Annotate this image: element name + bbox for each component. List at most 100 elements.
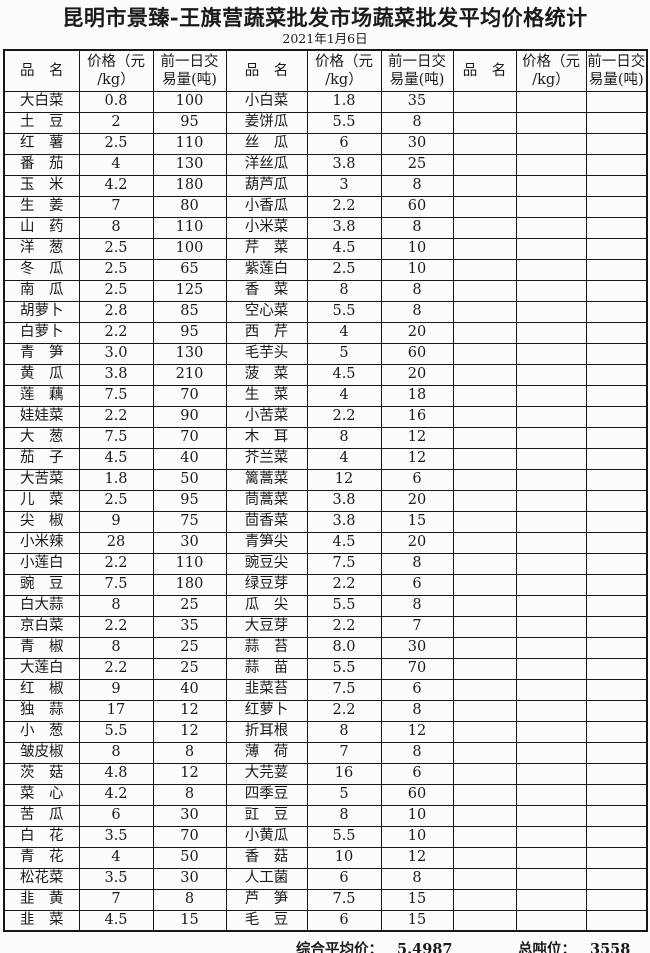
price-cell: 6 [306,867,382,890]
item-name-cell: 白大蒜 [3,594,80,617]
volume-cell: 70 [152,426,227,449]
volume-cell: 7 [380,615,454,638]
table-row: 娃娃菜 2.2 90 小苦菜 2.2 16 [3,405,648,428]
item-name-cell [452,573,517,596]
volume-cell: 8 [380,741,454,764]
item-name-cell: 玉 米 [3,174,80,197]
item-name-cell: 姜饼瓜 [225,111,308,134]
table-row: 独 蒜 17 12 红萝卜 2.2 8 [3,699,648,722]
price-cell: 2.8 [78,300,154,323]
item-name-cell [452,636,517,659]
volume-cell [585,342,648,365]
item-name-cell: 芹 菜 [225,237,308,260]
volume-cell: 10 [380,825,454,848]
volume-cell: 35 [380,90,454,113]
item-name-cell: 茴香菜 [225,510,308,533]
item-name-cell: 豌 豆 [3,573,80,596]
item-name-cell [452,216,517,239]
volume-cell [585,237,648,260]
item-name-cell: 蒜 苔 [225,636,308,659]
item-name-cell: 大苦菜 [3,468,80,491]
volume-cell: 50 [152,846,227,869]
item-name-cell [452,321,517,344]
volume-cell [585,216,648,239]
item-name-cell [452,279,517,302]
price-cell: 4 [306,447,382,470]
price-cell: 2.2 [78,405,154,428]
item-name-cell: 绿豆芽 [225,573,308,596]
price-cell [515,510,587,533]
table-row: 生 姜 7 80 小香瓜 2.2 60 [3,195,648,218]
volume-cell: 8 [380,174,454,197]
price-cell: 2.2 [78,615,154,638]
volume-cell [585,468,648,491]
table-row: 菜 心 4.2 8 四季豆 5 60 [3,783,648,806]
price-cell [515,909,587,932]
volume-cell [585,888,648,911]
item-name-cell [452,384,517,407]
price-cell: 2.2 [306,615,382,638]
price-cell: 17 [78,699,154,722]
price-cell: 4.5 [306,531,382,554]
price-cell [515,762,587,785]
volume-cell [585,636,648,659]
price-cell: 4.2 [78,783,154,806]
volume-cell: 12 [380,447,454,470]
volume-cell: 30 [380,636,454,659]
item-name-cell [452,132,517,155]
item-name-cell [452,615,517,638]
volume-cell: 110 [152,552,227,575]
col-header-volume-1: 前一日交 易量(吨) [152,49,227,92]
volume-cell: 25 [152,657,227,680]
table-row: 苦 瓜 6 30 豇 豆 8 10 [3,804,648,827]
item-name-cell [452,846,517,869]
item-name-cell: 青 椒 [3,636,80,659]
col-header-price-line1: 价格（元 [87,53,145,70]
col-header-volume-line2: 易量(吨) [162,71,217,88]
col-header-volume-line2: 易量(吨) [588,71,644,88]
table-row: 红 椒 9 40 韭菜苔 7.5 6 [3,678,648,701]
price-cell: 7.5 [78,426,154,449]
item-name-cell: 山 药 [3,216,80,239]
item-name-cell: 白 花 [3,825,80,848]
price-cell: 8 [78,216,154,239]
table-row: 白 花 3.5 70 小黄瓜 5.5 10 [3,825,648,848]
price-cell: 3.5 [78,825,154,848]
table-row: 胡萝卜 2.8 85 空心菜 5.5 8 [3,300,648,323]
price-cell: 4 [78,846,154,869]
item-name-cell: 薄 荷 [225,741,308,764]
price-cell: 2.2 [78,321,154,344]
document-page: 昆明市景臻-王旗营蔬菜批发市场蔬菜批发平均价格统计 2021年1月6日 品 名 … [0,5,650,953]
price-cell: 1.8 [306,90,382,113]
item-name-cell: 毛 豆 [225,909,308,932]
volume-cell [585,909,648,932]
item-name-cell [452,657,517,680]
col-header-name-label: 品 名 [244,62,289,79]
price-cell [515,321,587,344]
volume-cell: 8 [152,783,227,806]
item-name-cell: 红 薯 [3,132,80,155]
volume-cell [585,699,648,722]
price-cell: 4.2 [78,174,154,197]
volume-cell: 8 [380,867,454,890]
table-row: 韭 菜 4.5 15 毛 豆 6 15 [3,909,648,932]
table-row: 茨 菇 4.8 12 大芫荽 16 6 [3,762,648,785]
col-header-price-line2: /kg） [532,71,570,88]
volume-cell: 12 [152,762,227,785]
price-cell: 8 [78,741,154,764]
item-name-cell [452,258,517,281]
item-name-cell: 香 菇 [225,846,308,869]
price-cell: 8.0 [306,636,382,659]
item-name-cell: 莲 藕 [3,384,80,407]
table-row: 大苦菜 1.8 50 篱蒿菜 12 6 [3,468,648,491]
volume-cell [585,321,648,344]
price-cell: 6 [306,909,382,932]
volume-cell: 95 [152,321,227,344]
col-header-price-line2: /kg） [97,71,135,88]
price-cell: 5.5 [306,594,382,617]
price-cell [515,384,587,407]
item-name-cell: 豇 豆 [225,804,308,827]
volume-cell: 18 [380,384,454,407]
price-cell: 8 [306,720,382,743]
